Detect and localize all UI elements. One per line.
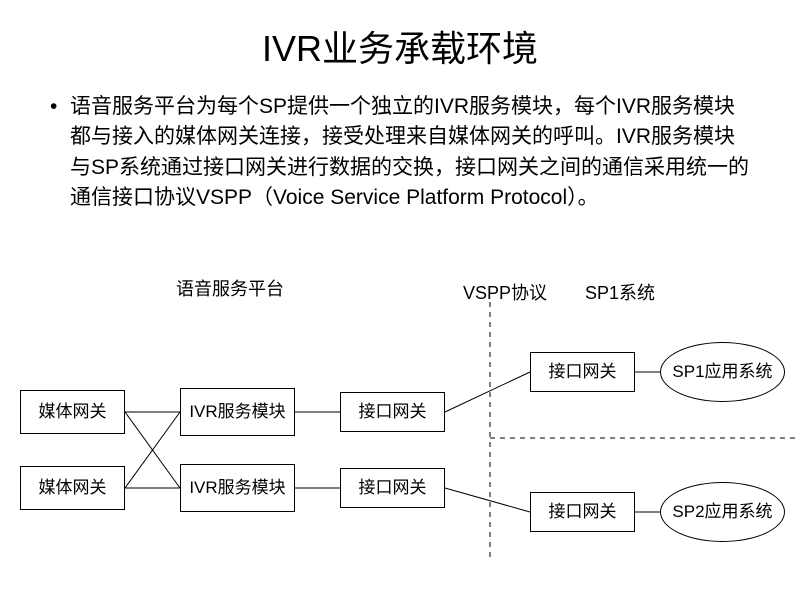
node-interface-gateway-2: 接口网关 [340,468,445,508]
node-interface-gateway-3: 接口网关 [530,352,635,392]
label-sp1-system: SP1系统 [570,282,670,305]
label-vspp-protocol: VSPP协议 [450,282,560,305]
node-sp1-app: SP1应用系统 [660,342,785,402]
body-paragraph: 语音服务平台为每个SP提供一个独立的IVR服务模块，每个IVR服务模块都与接入的… [0,72,800,214]
architecture-diagram: 语音服务平台 VSPP协议 SP1系统 媒体网关 媒体网关 IVR服务模块 IV… [0,260,800,600]
label-voice-platform: 语音服务平台 [160,278,300,301]
node-interface-gateway-1: 接口网关 [340,392,445,432]
node-ivr-module-1: IVR服务模块 [180,388,295,436]
node-sp2-app: SP2应用系统 [660,482,785,542]
node-interface-gateway-4: 接口网关 [530,492,635,532]
page-title: IVR业务承载环境 [0,0,800,72]
node-media-gateway-2: 媒体网关 [20,466,125,510]
node-ivr-module-2: IVR服务模块 [180,464,295,512]
node-media-gateway-1: 媒体网关 [20,390,125,434]
